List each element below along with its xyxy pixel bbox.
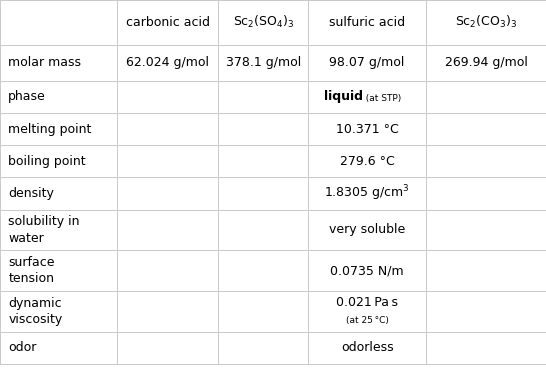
Text: 279.6 °C: 279.6 °C [340, 155, 395, 168]
Text: solubility in
water: solubility in water [8, 215, 80, 245]
Text: (at STP): (at STP) [365, 94, 402, 103]
Text: $\mathregular{Sc_2(CO_3)_3}$: $\mathregular{Sc_2(CO_3)_3}$ [455, 14, 517, 30]
Text: 0.021 Pa s: 0.021 Pa s [336, 296, 398, 309]
Text: liquid: liquid [324, 90, 363, 103]
Text: 269.94 g/mol: 269.94 g/mol [444, 56, 527, 69]
Text: odorless: odorless [341, 341, 394, 354]
Text: 98.07 g/mol: 98.07 g/mol [329, 56, 405, 69]
Text: (at 25 °C): (at 25 °C) [346, 316, 389, 325]
Text: 1.8305 g/cm$^3$: 1.8305 g/cm$^3$ [324, 184, 410, 203]
Text: carbonic acid: carbonic acid [126, 16, 210, 29]
Text: very soluble: very soluble [329, 223, 405, 236]
Text: 62.024 g/mol: 62.024 g/mol [126, 56, 210, 69]
Text: odor: odor [8, 341, 37, 354]
Text: melting point: melting point [8, 123, 92, 135]
Text: molar mass: molar mass [8, 56, 81, 69]
Text: density: density [8, 187, 54, 200]
Text: sulfuric acid: sulfuric acid [329, 16, 405, 29]
Text: 0.0735 N/m: 0.0735 N/m [330, 264, 404, 277]
Text: 378.1 g/mol: 378.1 g/mol [226, 56, 301, 69]
Text: 10.371 °C: 10.371 °C [336, 123, 399, 135]
Text: dynamic
viscosity: dynamic viscosity [8, 296, 62, 326]
Text: surface
tension: surface tension [8, 256, 55, 286]
Text: $\mathregular{Sc_2(SO_4)_3}$: $\mathregular{Sc_2(SO_4)_3}$ [233, 14, 294, 30]
Text: phase: phase [8, 90, 46, 103]
Text: boiling point: boiling point [8, 155, 86, 168]
